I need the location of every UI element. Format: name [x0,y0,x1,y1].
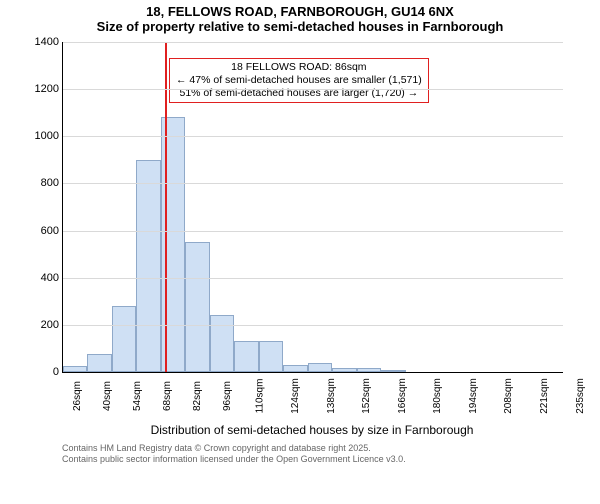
y-tick-label: 0 [53,366,63,378]
gridline [63,136,563,137]
page-title-line1: 18, FELLOWS ROAD, FARNBOROUGH, GU14 6NX [0,4,600,19]
annotation-line2: ← 47% of semi-detached houses are smalle… [176,74,422,87]
y-tick-label: 1400 [35,36,63,48]
x-tick-label: 249sqm [592,378,600,414]
histogram-bar [185,242,209,372]
histogram-bar [308,363,332,372]
y-tick-label: 1200 [35,83,63,95]
gridline [63,231,563,232]
histogram-bar [357,368,381,372]
histogram-bar [234,341,258,372]
histogram-bar [87,354,111,372]
gridline [63,325,563,326]
y-tick-label: 800 [41,177,63,189]
y-tick-label: 1000 [35,130,63,142]
reference-line [165,42,167,372]
plot-area: 18 FELLOWS ROAD: 86sqm ← 47% of semi-det… [62,42,563,373]
histogram-bar [136,160,160,372]
histogram-bar [259,341,283,372]
y-tick-label: 600 [41,225,63,237]
footer-line1: Contains HM Land Registry data © Crown c… [62,443,600,454]
page-title-line2: Size of property relative to semi-detach… [0,19,600,34]
gridline [63,42,563,43]
annotation-box: 18 FELLOWS ROAD: 86sqm ← 47% of semi-det… [169,58,429,103]
gridline [63,278,563,279]
histogram-bar [63,366,87,372]
histogram-bar [332,368,356,372]
chart-container: Number of semi-detached properties 18 FE… [62,42,600,373]
y-tick-label: 200 [41,319,63,331]
annotation-line1: 18 FELLOWS ROAD: 86sqm [176,61,422,74]
histogram-bar [381,370,405,372]
gridline [63,183,563,184]
x-tick-row: 26sqm40sqm54sqm68sqm82sqm96sqm110sqm124s… [62,373,562,419]
y-tick-label: 400 [41,272,63,284]
histogram-bar [112,306,136,372]
histogram-bar [283,365,307,372]
x-axis-label: Distribution of semi-detached houses by … [62,423,562,437]
footer-line2: Contains public sector information licen… [62,454,600,465]
footer-attribution: Contains HM Land Registry data © Crown c… [62,443,600,465]
gridline [63,89,563,90]
